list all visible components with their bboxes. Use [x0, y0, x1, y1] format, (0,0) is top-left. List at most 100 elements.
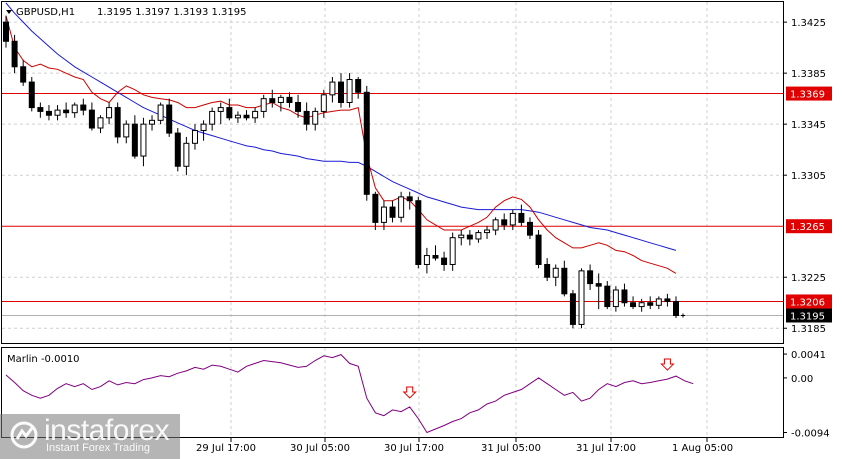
candle-bear — [174, 132, 181, 167]
candle-bear — [3, 21, 9, 42]
candle-bull — [260, 98, 267, 112]
time-tick-label: 1 Aug 05:00 — [672, 443, 733, 454]
candle-bear — [561, 267, 568, 295]
time-tick-label: 31 Jul 05:00 — [481, 443, 541, 454]
candle-bear — [389, 206, 396, 218]
candle-bull — [484, 229, 491, 234]
candle-bull — [217, 107, 224, 112]
candle-bear — [432, 255, 439, 259]
candle-bull — [655, 298, 662, 306]
price-tick-label: 1.3385 — [791, 69, 826, 80]
candle-bear — [363, 91, 370, 195]
candle-bull — [149, 119, 156, 125]
time-axis: 29 Jul 17:00 30 Jul 05:00 30 Jul 17:00 31 J… — [196, 438, 733, 454]
price-tick-label: 1.3305 — [791, 171, 826, 182]
candle-bear — [20, 66, 27, 83]
candle-bull — [449, 237, 456, 265]
collapse-triangle-icon[interactable] — [6, 10, 12, 14]
candle-bear — [518, 212, 525, 223]
candle-bear — [406, 196, 413, 202]
price-tick-label: 1.3185 — [791, 324, 826, 335]
candle-bull — [200, 123, 207, 132]
candle-bear — [595, 283, 602, 287]
indicator-tick-label: 0.0041 — [791, 350, 826, 361]
candle-bull — [346, 79, 353, 103]
price-tick-label: 1.3425 — [791, 18, 826, 29]
candle-bull — [54, 109, 61, 116]
level-lines: 1.3369 1.3265 1.3206 1.3195 — [2, 86, 832, 323]
candle-bear — [664, 298, 671, 302]
candle-bear — [535, 234, 542, 265]
price-axis: 1.3425 1.3385 1.3345 1.3305 1.3225 1.3185 — [783, 18, 826, 335]
signal-arrow-icon — [660, 358, 675, 371]
candle-bull — [277, 96, 284, 103]
candle-bull — [329, 81, 336, 96]
candle-bull — [398, 196, 405, 218]
price-tick-label: 1.3345 — [791, 120, 826, 131]
candle-bull — [638, 302, 645, 308]
candle-bull — [123, 123, 130, 138]
symbol-label: GBPUSD,H1 — [16, 7, 75, 18]
candle-bull — [191, 130, 198, 144]
candle-bear — [37, 107, 44, 112]
indicator-axis: 0.0041 0.00 -0.0094 — [783, 350, 830, 440]
candle-bull — [552, 267, 559, 278]
candle-bull — [183, 142, 190, 167]
level-price-box — [786, 219, 832, 234]
candle-bull — [612, 289, 619, 308]
watermark-panel — [0, 414, 180, 459]
ohlc-values: 1.3195 1.3197 1.3193 1.3195 — [97, 7, 247, 18]
grid — [2, 2, 783, 437]
candle-bear — [647, 302, 654, 306]
time-tick-label: 30 Jul 17:00 — [384, 443, 444, 454]
candle-bear — [166, 104, 173, 134]
level-price-box — [786, 86, 832, 101]
candle-bull — [252, 110, 259, 119]
level-price-label: 1.3206 — [790, 297, 825, 308]
candle-bear — [526, 221, 533, 236]
candle-bear — [466, 234, 473, 240]
indicator-tick-label: 0.00 — [791, 374, 813, 385]
instaforex-logo-icon — [10, 421, 38, 449]
current-price-label: 1.3195 — [790, 311, 825, 322]
candle-bull — [509, 212, 516, 226]
candle-bear — [45, 110, 52, 116]
candle-bull — [475, 232, 482, 240]
candles — [3, 15, 685, 329]
candle-bear — [80, 104, 87, 111]
candle-bull — [106, 107, 113, 119]
candle-bear — [372, 193, 379, 223]
candle-bull — [140, 123, 147, 157]
price-tick-label: 1.3225 — [791, 273, 826, 284]
candle-bull — [97, 117, 104, 129]
candle-bull — [492, 219, 499, 231]
indicator-tick-label: -0.0094 — [791, 429, 830, 440]
candle-bear — [243, 114, 250, 119]
candle-bear — [621, 289, 628, 304]
candle-bull — [157, 104, 164, 121]
candle-bear — [501, 219, 508, 226]
time-tick-label: 31 Jul 17:00 — [576, 443, 636, 454]
time-tick-label: 30 Jul 05:00 — [290, 443, 350, 454]
candle-bear — [11, 40, 18, 68]
current-price-box — [786, 308, 832, 323]
moving-averages — [5, 2, 677, 274]
candle-bear — [286, 96, 293, 103]
candle-bull — [71, 104, 78, 114]
indicator-label: Marlin -0.0010 — [7, 354, 80, 365]
signal-arrow-icon — [402, 386, 417, 399]
marlin-line — [5, 354, 694, 434]
candle-bear — [131, 123, 138, 157]
candle-bear — [114, 107, 121, 138]
candle-bull — [458, 234, 465, 239]
candle-bull — [209, 110, 216, 125]
level-price-label: 1.3369 — [790, 90, 825, 101]
candle-bull — [320, 94, 327, 112]
candle-bear — [355, 79, 362, 93]
candle-bull — [423, 255, 430, 265]
candle-bear — [88, 109, 95, 129]
candle-bear — [569, 293, 576, 325]
candle-bear — [441, 257, 448, 265]
ma-fast-line — [5, 15, 677, 274]
